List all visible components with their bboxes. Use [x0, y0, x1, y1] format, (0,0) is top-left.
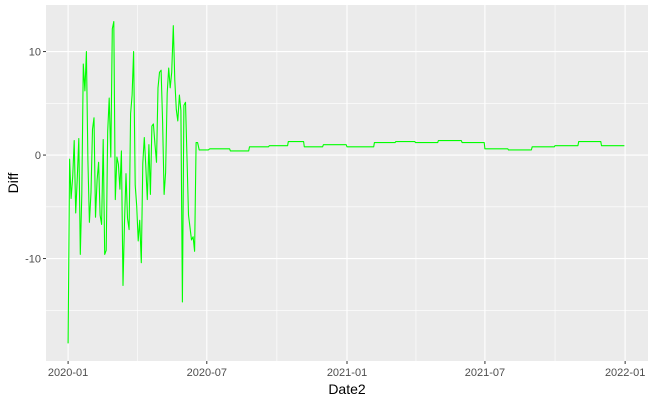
- x-axis-title: Date2: [328, 381, 366, 397]
- x-tick-label: 2021-01: [327, 367, 367, 379]
- x-tick-label: 2020-07: [187, 367, 227, 379]
- y-axis-title: Diff: [5, 173, 21, 194]
- y-tick-label: -10: [25, 254, 41, 266]
- series-layer: [67, 21, 625, 344]
- major-gridlines: [46, 5, 648, 361]
- y-tick-label: 0: [35, 150, 41, 162]
- x-tick-label: 2020-01: [48, 367, 88, 379]
- y-tick-label: 10: [29, 47, 41, 59]
- y-axis: 10 0 -10: [25, 47, 46, 266]
- x-tick-label: 2022-01: [605, 367, 645, 379]
- x-tick-label: 2021-07: [465, 367, 505, 379]
- series-line-1: [67, 21, 625, 344]
- x-axis: 2020-01 2020-07 2021-01 2021-07 2022-01: [48, 361, 645, 379]
